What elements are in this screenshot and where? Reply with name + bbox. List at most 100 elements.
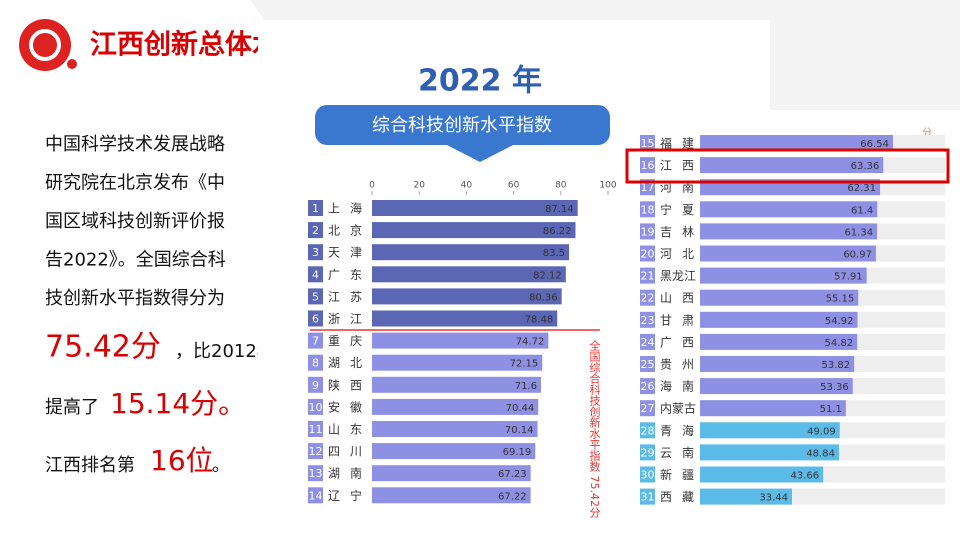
bar: [372, 222, 576, 239]
bar: [700, 201, 878, 218]
rank: 16: [641, 159, 655, 172]
value-label: 66.54: [860, 139, 889, 150]
rank-box: [308, 310, 323, 327]
name: 江西: [660, 159, 704, 173]
banner-arrow: [445, 144, 515, 162]
name: 北京: [328, 224, 372, 238]
name: 新疆: [660, 467, 704, 482]
name: 广东: [328, 268, 372, 282]
value-label: 82.12: [533, 270, 562, 281]
name: 黑龙江: [660, 269, 696, 283]
rank: 25: [641, 358, 655, 371]
name: 浙江: [328, 312, 372, 326]
logo-ring: [29, 29, 61, 61]
annotation: 全国综合科技创新水平指数 75.42分: [588, 339, 601, 518]
name: 四川: [328, 445, 372, 459]
bar: [372, 354, 543, 371]
rank-box: [640, 289, 655, 306]
rank: 16位: [150, 444, 214, 477]
rank: 7: [312, 335, 319, 348]
rank-box: [640, 201, 655, 218]
bar: [372, 266, 566, 283]
rank-box: [640, 356, 655, 372]
text: 江西排名第: [45, 455, 135, 476]
rank-box: [308, 332, 323, 349]
bar: [372, 244, 570, 261]
rank-box: [308, 266, 323, 283]
bar: [700, 245, 876, 262]
name: 陕西: [328, 377, 372, 392]
value-label: 53.36: [820, 382, 849, 393]
value-label: 62.31: [847, 183, 876, 194]
value-label: 57.91: [834, 272, 863, 283]
value-label: 67.23: [498, 469, 527, 480]
name: 福建: [660, 136, 704, 151]
bar: [372, 288, 562, 305]
x-tick-label: 0: [369, 181, 375, 191]
bar: [372, 376, 541, 393]
value-label: 49.09: [807, 426, 836, 437]
name: 江苏: [328, 290, 372, 304]
rank-box: [640, 466, 655, 483]
text-line: 研究院在北京发布《中: [45, 173, 225, 194]
logo: [19, 19, 71, 71]
rank: 13: [309, 467, 323, 480]
value-label: 74.72: [516, 337, 545, 348]
rank-box: [308, 376, 323, 393]
bar: [700, 422, 840, 439]
value-label: 61.4: [851, 205, 873, 216]
bar: [700, 223, 878, 240]
rank: 14: [309, 489, 323, 502]
value-label: 71.6: [515, 381, 537, 392]
rank: 27: [641, 402, 655, 415]
text-line: 中国科学技术发展战略: [45, 134, 225, 155]
rank-box: [308, 487, 323, 504]
bar: [700, 356, 855, 372]
bar: [700, 267, 867, 284]
text: ，比2012年: [175, 341, 275, 362]
x-tick-label: 20: [413, 181, 425, 191]
rank: 10: [309, 401, 323, 414]
x-tick-label: 60: [508, 181, 520, 191]
value-label: 54.82: [825, 338, 854, 349]
rank-box: [308, 288, 323, 305]
score: 75.42分: [45, 330, 161, 365]
rank: 28: [641, 424, 655, 437]
name: 河北: [660, 247, 704, 261]
rank: 21: [641, 270, 655, 283]
rank-box: [640, 267, 655, 284]
value-label: 69.19: [503, 447, 532, 458]
name: 湖北: [328, 355, 372, 370]
rank-box: [640, 223, 655, 240]
rank: 8: [312, 357, 319, 370]
value-label: 33.44: [759, 493, 788, 504]
bar: [372, 332, 549, 349]
rank: 20: [641, 248, 655, 261]
bar: [372, 398, 539, 415]
bar: [372, 310, 558, 327]
rank-box: [640, 333, 655, 350]
name: 广西: [660, 335, 704, 349]
rank: 9: [312, 379, 319, 392]
rank-box: [308, 421, 323, 437]
name: 辽宁: [328, 488, 372, 503]
bar: [700, 444, 839, 461]
x-tick-label: 80: [555, 181, 567, 191]
name: 青海: [660, 423, 704, 438]
rank-box: [308, 398, 323, 415]
banner-text: 综合科技创新水平指数: [372, 115, 552, 136]
name: 山东: [328, 423, 372, 437]
rank: 2: [312, 224, 319, 237]
value-label: 53.82: [822, 360, 851, 371]
bar: [372, 421, 538, 437]
value-label: 67.22: [498, 491, 527, 502]
name: 宁夏: [660, 202, 704, 217]
rank-box: [640, 245, 655, 262]
rank-box: [308, 200, 323, 216]
text: 。: [212, 455, 230, 476]
rank: 22: [641, 292, 655, 305]
name: 吉林: [660, 225, 704, 239]
name: 湖南: [328, 466, 372, 481]
rank: 4: [312, 268, 319, 281]
rank-box: [308, 222, 323, 239]
